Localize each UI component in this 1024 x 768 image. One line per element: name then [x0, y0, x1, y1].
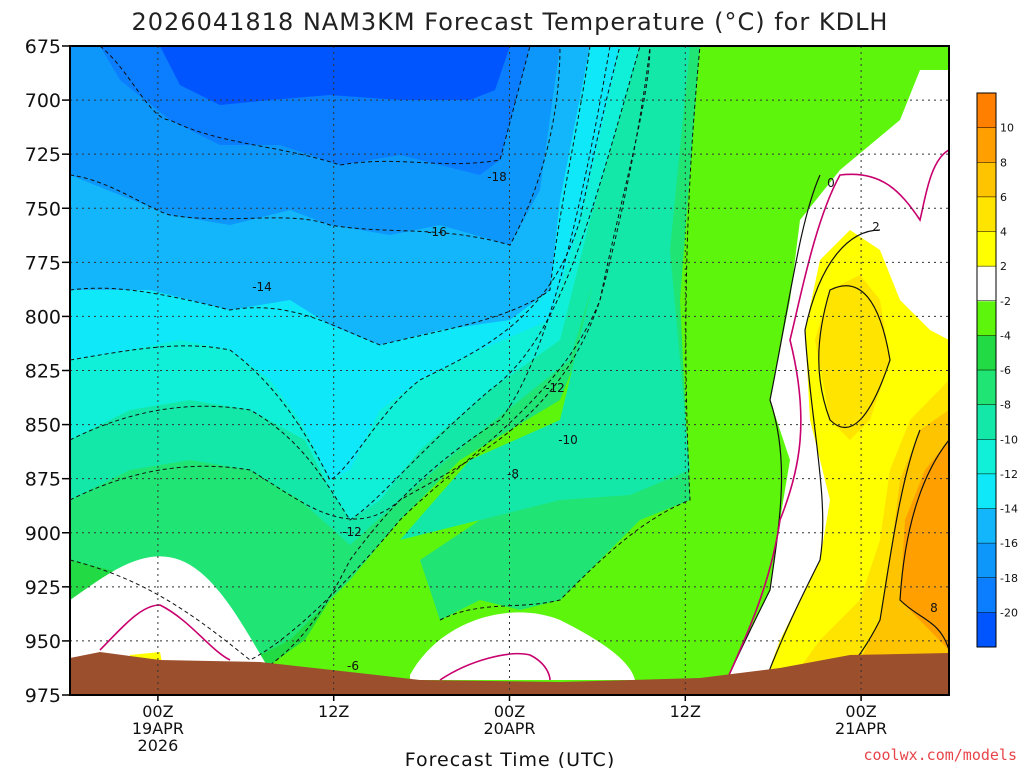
y-tick-label: 875: [25, 469, 61, 491]
colorbar-label: 2: [1000, 260, 1007, 273]
colorbar-label: -12: [1000, 468, 1018, 481]
contour-label: -18: [487, 170, 507, 184]
colorbar-swatch: [977, 93, 996, 128]
contour-label: -8: [507, 467, 519, 481]
colorbar-swatch: [977, 197, 996, 232]
y-tick-label: 900: [25, 523, 61, 545]
forecast-temperature-chart: 2026041818 NAM3KM Forecast Temperature (…: [0, 0, 1024, 768]
y-axis-ticks: 675 700 725 750 775 800 825 850 875 900 925 950 975: [25, 36, 70, 707]
y-tick-label: 975: [25, 685, 61, 707]
colorbar-label: 6: [1000, 191, 1007, 204]
colorbar-label: 4: [1000, 226, 1007, 239]
colorbar-label: -14: [1000, 503, 1018, 516]
colorbar: -20 -18 -16 -14 -12 -10 -8 -6 -4 -2 2 4 6 8 10: [977, 93, 1018, 648]
x-tick-label: 2026: [138, 736, 179, 755]
colorbar-swatch: [977, 612, 996, 647]
contour-label: 8: [930, 601, 938, 615]
colorbar-swatch: [977, 370, 996, 405]
colorbar-swatch: [977, 439, 996, 474]
x-axis-label: Forecast Time (UTC): [405, 749, 615, 768]
colorbar-swatch: [977, 128, 996, 163]
colorbar-label: -2: [1000, 295, 1011, 308]
contour-label: -16: [427, 225, 447, 239]
y-tick-label: 750: [25, 198, 61, 220]
y-tick-label: 775: [25, 252, 61, 274]
colorbar-label: 10: [1000, 122, 1014, 135]
colorbar-swatch: [977, 335, 996, 370]
colorbar-label: -20: [1000, 606, 1018, 619]
y-tick-label: 800: [25, 306, 61, 328]
contour-label: -12: [342, 525, 362, 539]
y-tick-label: 925: [25, 577, 61, 599]
colorbar-swatch: [977, 405, 996, 440]
colorbar-label: -6: [1000, 364, 1011, 377]
colorbar-swatch: [977, 266, 996, 301]
colorbar-swatch: [977, 301, 996, 336]
colorbar-swatch: [977, 543, 996, 578]
colorbar-swatch: [977, 232, 996, 267]
contour-label: 0: [827, 176, 835, 190]
x-tick-label: 12Z: [670, 702, 701, 721]
colorbar-swatch: [977, 509, 996, 544]
colorbar-label: 8: [1000, 156, 1007, 169]
x-tick-label: 12Z: [318, 702, 349, 721]
x-tick-label: 21APR: [835, 719, 887, 738]
colorbar-label: -18: [1000, 572, 1018, 585]
colorbar-label: -8: [1000, 399, 1011, 412]
contour-label: -12: [545, 381, 565, 395]
y-tick-label: 700: [25, 90, 61, 112]
contour-label: -10: [558, 433, 578, 447]
colorbar-label: -16: [1000, 537, 1018, 550]
y-tick-label: 850: [25, 415, 61, 437]
colorbar-label: -10: [1000, 433, 1018, 446]
y-tick-label: 675: [25, 36, 61, 58]
colorbar-swatch: [977, 578, 996, 613]
x-tick-label: 20APR: [483, 719, 535, 738]
y-tick-label: 950: [25, 631, 61, 653]
chart-title: 2026041818 NAM3KM Forecast Temperature (…: [132, 8, 889, 36]
contour-label: -14: [252, 280, 272, 294]
colorbar-swatch: [977, 162, 996, 197]
y-tick-label: 725: [25, 144, 61, 166]
credit-text: coolwx.com/models: [863, 746, 1017, 764]
contour-label: 2: [872, 220, 880, 234]
colorbar-swatch: [977, 474, 996, 509]
colorbar-label: -4: [1000, 329, 1011, 342]
y-tick-label: 825: [25, 361, 61, 383]
contour-label: -6: [347, 659, 359, 673]
